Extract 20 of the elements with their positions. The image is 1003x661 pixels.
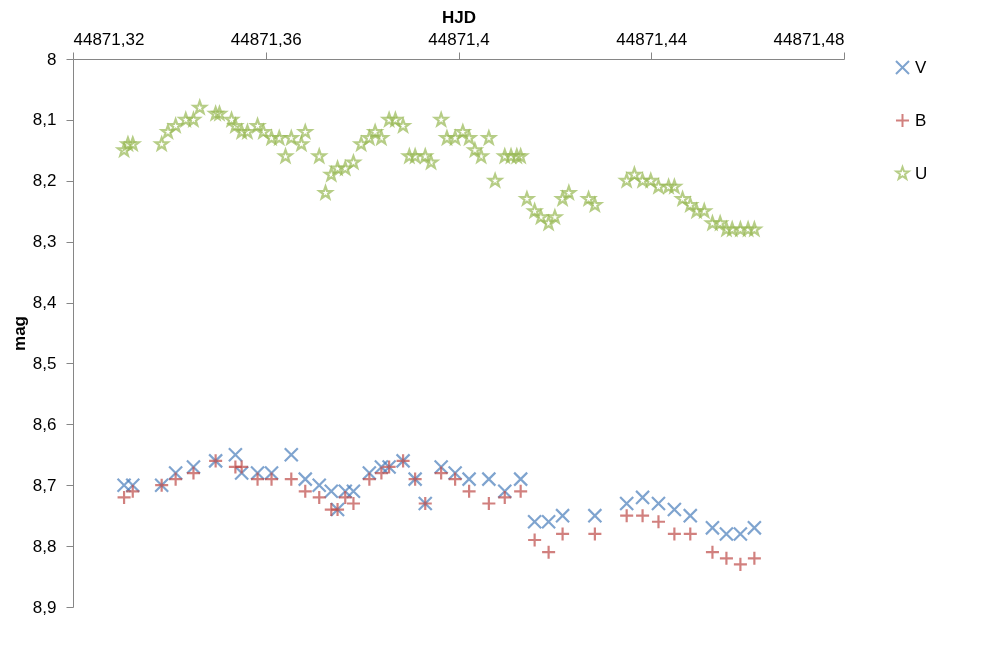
y-tick-label: 8	[47, 49, 57, 69]
y-tick-label: 8,5	[32, 353, 57, 373]
x-tick-label: 44871,4	[428, 29, 490, 49]
x-tick-label: 44871,32	[73, 29, 145, 49]
x-tick-label: 44871,48	[773, 29, 845, 49]
y-tick-label: 8,8	[32, 536, 57, 556]
legend-label: U	[915, 163, 928, 183]
y-axis-title: mag	[9, 316, 29, 351]
y-tick-label: 8,1	[32, 110, 57, 130]
y-tick-label: 8,3	[32, 232, 57, 252]
x-tick-label: 44871,44	[616, 29, 688, 49]
legend-label: B	[915, 110, 927, 130]
y-tick-label: 8,9	[32, 597, 57, 617]
y-tick-label: 8,2	[32, 171, 57, 191]
y-tick-label: 8,4	[32, 293, 57, 313]
x-tick-label: 44871,36	[230, 29, 302, 49]
x-axis-title: HJD	[441, 7, 477, 27]
y-tick-label: 8,7	[32, 475, 57, 495]
legend-label: V	[915, 57, 927, 77]
y-tick-label: 8,6	[32, 414, 57, 434]
